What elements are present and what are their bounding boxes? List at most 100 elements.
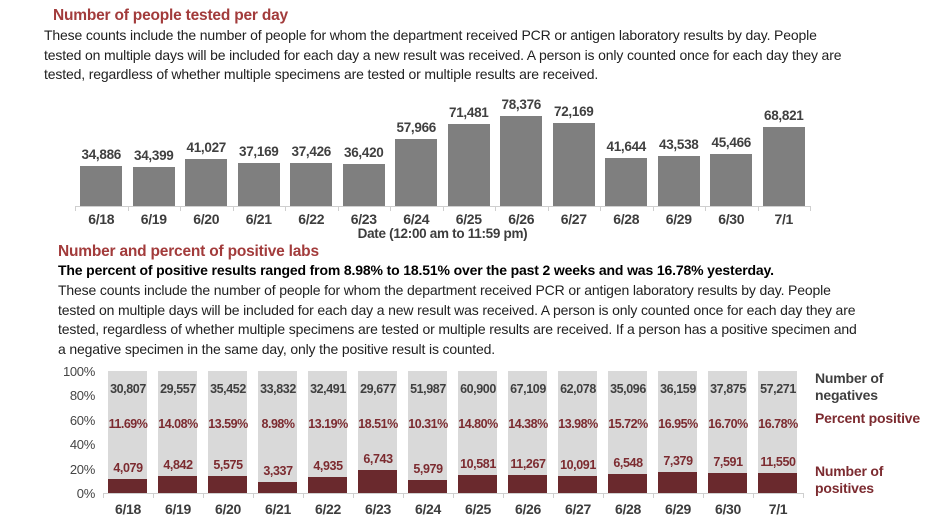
bar-value-label: 72,169 bbox=[554, 104, 594, 120]
negatives-count-label: 62,078 bbox=[560, 382, 596, 396]
tick-mark bbox=[303, 493, 304, 498]
positives-bar bbox=[258, 482, 297, 493]
tick-mark bbox=[803, 493, 804, 498]
bar-value-label: 57,966 bbox=[396, 120, 437, 136]
tick-mark bbox=[547, 206, 549, 211]
negatives-count-label: 67,109 bbox=[510, 382, 546, 396]
negatives-bar bbox=[308, 371, 347, 493]
x-tick-label: 6/25 bbox=[455, 211, 482, 227]
positives-count-label: 4,842 bbox=[163, 457, 193, 472]
bar-value-label: 45,466 bbox=[711, 134, 752, 150]
positives-count-label: 6,743 bbox=[363, 452, 393, 467]
chart2-column: 60,900 14.80% 10,581 6/25 bbox=[453, 371, 503, 517]
chart1-column: 41,644 6/28 bbox=[600, 95, 653, 227]
tick-mark bbox=[127, 206, 129, 211]
x-tick-label: 6/23 bbox=[364, 501, 392, 517]
tested-bar bbox=[500, 116, 542, 206]
percent-positive-label: 14.80% bbox=[458, 417, 498, 431]
negatives-count-label: 33,832 bbox=[260, 382, 296, 396]
tick-mark bbox=[553, 493, 554, 498]
x-tick-label: 6/19 bbox=[140, 211, 167, 227]
tick-mark bbox=[810, 206, 811, 211]
tested-bar bbox=[710, 153, 752, 206]
positives-bar bbox=[658, 472, 697, 493]
tick-mark bbox=[203, 493, 204, 498]
x-tick-label: 7/1 bbox=[774, 211, 794, 227]
x-tick-label: 6/29 bbox=[664, 501, 692, 517]
negatives-bar bbox=[608, 371, 647, 493]
tested-bar bbox=[447, 123, 490, 206]
positive-labs-chart: 30,807 11.69% 4,079 6/18 29,557 14.08% 4,842 6/… bbox=[103, 371, 803, 517]
positives-count-label: 4,079 bbox=[113, 460, 143, 475]
legend-percent-positive: Percent positive bbox=[815, 410, 920, 426]
positives-count-label: 10,581 bbox=[460, 456, 496, 471]
tested-bar bbox=[342, 164, 385, 206]
chart1-column: 36,420 6/23 bbox=[338, 95, 391, 227]
tick-mark bbox=[600, 206, 601, 211]
tested-bar bbox=[290, 163, 332, 206]
positives-bar bbox=[308, 476, 347, 493]
x-tick-label: 6/21 bbox=[245, 211, 272, 227]
x-tick-label: 7/1 bbox=[768, 501, 788, 517]
section2-description: These counts include the number of peopl… bbox=[58, 282, 857, 357]
chart1-column: 34,399 6/19 bbox=[128, 95, 181, 227]
tick-mark bbox=[353, 493, 354, 498]
positives-count-label: 10,091 bbox=[560, 457, 596, 472]
chart1-column: 71,481 6/25 bbox=[443, 95, 496, 227]
tick-mark bbox=[653, 493, 654, 498]
percent-positive-label: 16.78% bbox=[758, 417, 798, 431]
positives-bar bbox=[508, 475, 547, 493]
chart2-column: 29,677 18.51% 6,743 6/23 bbox=[353, 371, 403, 517]
tick-mark bbox=[703, 493, 704, 498]
positives-count-label: 6,548 bbox=[613, 455, 643, 470]
tested-bar bbox=[185, 158, 227, 206]
chart2-column: 32,491 13.19% 4,935 6/22 bbox=[303, 371, 353, 517]
tick-mark bbox=[153, 493, 154, 498]
x-tick-label: 6/28 bbox=[613, 211, 640, 227]
negatives-bar bbox=[558, 371, 597, 493]
chart1-column: 41,027 6/20 bbox=[180, 95, 233, 227]
tested-bar bbox=[657, 156, 700, 206]
bar-value-label: 34,886 bbox=[81, 146, 122, 162]
positives-bar bbox=[108, 478, 147, 493]
tick-mark bbox=[652, 206, 654, 211]
percent-positive-label: 10.31% bbox=[408, 417, 448, 431]
negatives-bar bbox=[258, 371, 297, 493]
positives-bar bbox=[608, 473, 647, 493]
chart1-column: 78,376 6/26 bbox=[495, 95, 548, 227]
tick-mark bbox=[180, 206, 181, 211]
x-tick-label: 6/20 bbox=[214, 501, 242, 517]
tick-mark bbox=[103, 493, 104, 498]
negatives-count-label: 35,096 bbox=[610, 382, 646, 396]
tick-mark bbox=[757, 206, 759, 211]
tick-mark bbox=[285, 206, 286, 211]
percent-positive-label: 13.19% bbox=[308, 417, 348, 431]
chart1-column: 37,169 6/21 bbox=[233, 95, 286, 227]
x-tick-label: 6/27 bbox=[564, 501, 592, 517]
chart2-column: 57,271 16.78% 11,550 7/1 bbox=[753, 371, 803, 517]
bar-value-label: 36,420 bbox=[344, 145, 384, 161]
positives-count-label: 11,267 bbox=[510, 457, 546, 472]
chart2-column: 35,452 13.59% 5,575 6/20 bbox=[203, 371, 253, 517]
positives-count-label: 11,550 bbox=[760, 454, 796, 469]
tick-mark bbox=[75, 206, 76, 211]
negatives-bar bbox=[458, 371, 497, 493]
section1-description: These counts include the number of peopl… bbox=[44, 27, 842, 82]
y-tick-label: 20% bbox=[69, 461, 95, 477]
chart2-column: 30,807 11.69% 4,079 6/18 bbox=[103, 371, 153, 517]
positives-bar bbox=[558, 475, 597, 493]
tick-mark bbox=[442, 206, 444, 211]
negatives-count-label: 29,557 bbox=[160, 382, 196, 396]
chart1-column: 72,169 6/27 bbox=[548, 95, 601, 227]
negatives-bar bbox=[408, 371, 447, 493]
x-tick-label: 6/30 bbox=[718, 211, 745, 227]
negatives-count-label: 60,900 bbox=[460, 382, 496, 396]
negatives-count-label: 35,452 bbox=[210, 382, 246, 396]
chart2-column: 67,109 14.38% 11,267 6/26 bbox=[503, 371, 553, 517]
x-tick-label: 6/29 bbox=[665, 211, 692, 227]
tick-mark bbox=[390, 206, 391, 211]
x-tick-label: 6/22 bbox=[298, 211, 325, 227]
chart2-column: 29,557 14.08% 4,842 6/19 bbox=[153, 371, 203, 517]
y-tick-label: 100% bbox=[62, 364, 95, 379]
